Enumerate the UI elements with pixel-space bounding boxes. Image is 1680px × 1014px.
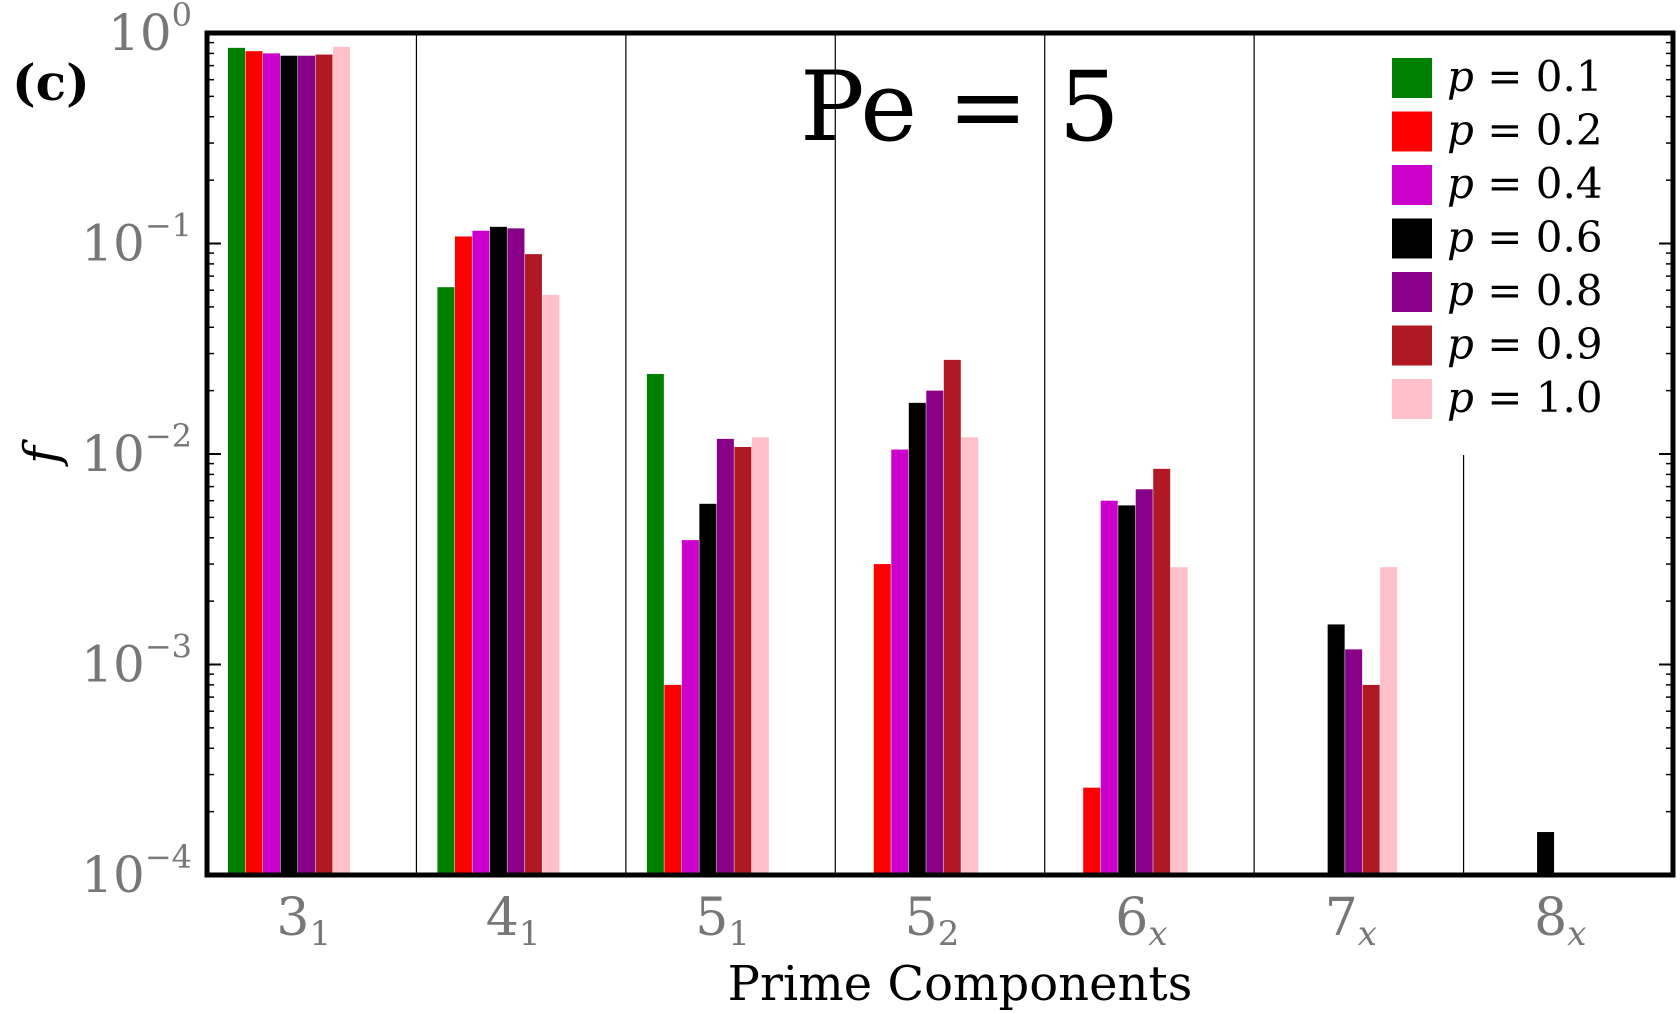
bar xyxy=(961,437,979,875)
y-tick-label: 10−3 xyxy=(81,628,192,694)
legend-entry: p = 0.6 xyxy=(1447,213,1603,262)
bar xyxy=(437,287,455,875)
y-tick-label: 10−2 xyxy=(81,417,192,483)
bar xyxy=(716,438,734,875)
bar xyxy=(245,51,263,875)
bar xyxy=(1118,505,1136,875)
y-tick-label: 10−4 xyxy=(81,838,192,904)
bar xyxy=(873,564,891,875)
x-tick-label: 31 xyxy=(276,888,331,954)
bar xyxy=(1100,500,1118,875)
bar xyxy=(751,437,769,875)
bars xyxy=(228,46,1555,876)
legend-entry: p = 1.0 xyxy=(1447,373,1603,422)
bar xyxy=(734,446,752,875)
legend-entry: p = 0.1 xyxy=(1447,52,1603,101)
x-axis-label: Prime Components xyxy=(728,956,1193,1012)
bar xyxy=(298,55,315,875)
bar xyxy=(315,54,333,876)
bar xyxy=(1153,468,1171,875)
legend-entry: p = 0.2 xyxy=(1447,106,1603,155)
y-tick-label: 100 xyxy=(108,0,192,62)
panel-label: (c) xyxy=(12,53,90,112)
bar xyxy=(507,228,525,875)
legend-swatch xyxy=(1392,58,1432,98)
x-tick-label: 41 xyxy=(486,888,541,954)
x-tick-label: 52 xyxy=(905,888,960,954)
legend-swatch xyxy=(1392,111,1432,152)
legend-swatch xyxy=(1392,218,1432,259)
legend-swatch xyxy=(1392,165,1432,205)
legend-swatch xyxy=(1392,272,1432,312)
bar xyxy=(228,47,245,876)
legend-swatch xyxy=(1392,379,1432,419)
bar xyxy=(1380,567,1398,875)
legend: p = 0.1 p = 0.2p = 0.4 p = 0.6p = 0.8 p = 0… xyxy=(1392,52,1603,422)
bar xyxy=(489,226,507,875)
bar xyxy=(908,402,926,875)
x-tick-label: 8x xyxy=(1534,888,1586,954)
bar xyxy=(1083,787,1101,875)
bar xyxy=(280,55,298,875)
bar xyxy=(1135,489,1153,875)
legend-entry: p = 0.4 xyxy=(1447,159,1603,208)
bar xyxy=(1345,649,1363,875)
bar xyxy=(646,373,664,875)
bar xyxy=(333,46,350,876)
y-axis: 100 10−1 10−2 10−3 10−4 xyxy=(81,0,1673,904)
bar xyxy=(699,503,717,875)
bar xyxy=(926,390,944,875)
bar xyxy=(472,230,490,876)
bar xyxy=(943,359,961,875)
bar xyxy=(1170,567,1188,875)
bar xyxy=(524,254,542,875)
bar xyxy=(1362,684,1380,875)
legend-entry: p = 0.9 xyxy=(1447,320,1603,369)
bar xyxy=(1327,624,1345,875)
legend-entry: p = 0.8 xyxy=(1447,266,1603,315)
y-tick-label: 10−1 xyxy=(81,207,192,273)
legend-swatch xyxy=(1392,325,1432,366)
bar xyxy=(542,294,560,875)
category-separators xyxy=(415,33,1465,875)
x-tick-label: 7x xyxy=(1325,888,1377,954)
y-axis-label: f xyxy=(14,439,70,467)
pe-annotation: Pe = 5 xyxy=(800,51,1120,163)
bar xyxy=(891,449,909,875)
bar xyxy=(1537,832,1555,875)
bar xyxy=(454,236,472,875)
bar xyxy=(664,684,682,875)
x-tick-label: 6x xyxy=(1115,888,1167,954)
x-tick-label: 51 xyxy=(695,888,750,954)
bar xyxy=(681,540,699,875)
bar xyxy=(263,53,280,875)
x-axis: 31 41 51 52 6x 7x 8x xyxy=(276,888,1586,954)
